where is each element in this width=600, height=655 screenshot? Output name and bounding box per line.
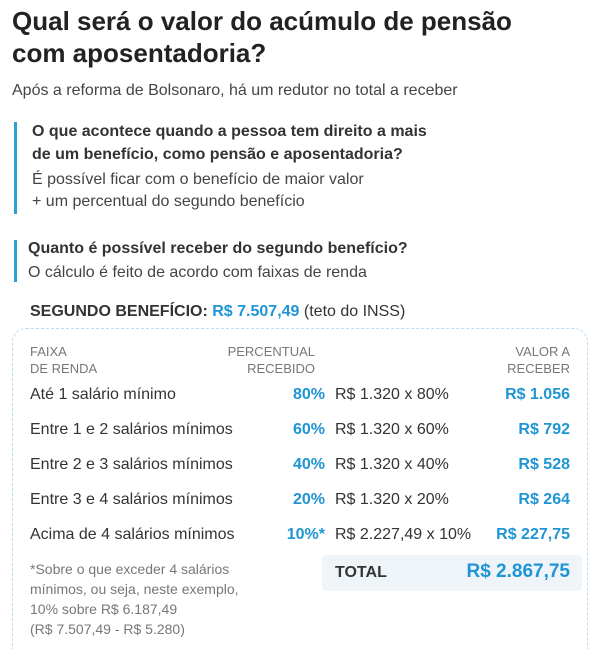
total-label: TOTAL <box>335 564 387 581</box>
footnote-line: (R$ 7.507,49 - R$ 5.280) <box>30 621 185 637</box>
table-frame <box>12 328 588 649</box>
header-line: DE RENDA <box>30 361 98 376</box>
subtitle: Após a reforma de Bolsonaro, há um redut… <box>12 82 458 99</box>
header-line: RECEBER <box>507 361 570 376</box>
section-text: É possível ficar com o benefício de maio… <box>32 171 364 188</box>
row-value: R$ 227,75 <box>496 526 570 543</box>
section-heading: de um benefício, como pensão e aposentad… <box>32 146 403 163</box>
label: SEGUNDO BENEFÍCIO: <box>30 303 208 320</box>
header-line: RECEBIDO <box>247 361 315 376</box>
col-header: PERCENTUAL RECEBIDO <box>228 343 315 377</box>
col-header: VALOR A RECEBER <box>507 343 570 377</box>
col-header: FAIXA DE RENDA <box>30 343 97 377</box>
row-percent: 60% <box>292 421 325 438</box>
row-calc: R$ 1.320 x 40% <box>335 456 449 473</box>
footnote-line: *Sobre o que exceder 4 salários <box>30 561 230 577</box>
row-calc: R$ 2.227,49 x 10% <box>335 526 472 543</box>
section-heading: Quanto é possível receber do segundo ben… <box>28 240 408 257</box>
title-line: com aposentadoria? <box>12 38 267 68</box>
row-label: Entre 1 e 2 salários mínimos <box>30 421 233 438</box>
section-heading: O que acontece quando a pessoa tem direi… <box>32 123 427 140</box>
row-percent: 40% <box>292 456 325 473</box>
row-calc: R$ 1.320 x 20% <box>335 491 449 508</box>
total-value: R$ 2.867,75 <box>466 561 570 582</box>
row-calc: R$ 1.320 x 80% <box>335 386 449 403</box>
row-percent: 80% <box>292 386 325 403</box>
row-percent: 20% <box>292 491 325 508</box>
row-label: Entre 3 e 4 salários mínimos <box>30 491 233 508</box>
value: R$ 7.507,49 <box>212 303 300 320</box>
title-line: Qual será o valor do acúmulo de pensão <box>12 6 512 36</box>
row-value: R$ 792 <box>518 421 570 438</box>
note: (teto do INSS) <box>303 303 406 320</box>
header-line: FAIXA <box>30 344 67 359</box>
row-value: R$ 264 <box>518 491 570 508</box>
footnote: *Sobre o que exceder 4 salários mínimos, … <box>30 559 239 639</box>
row-value: R$ 528 <box>518 456 570 473</box>
header-line: PERCENTUAL <box>227 344 315 359</box>
row-label: Até 1 salário mínimo <box>30 386 176 403</box>
footnote-line: mínimos, ou seja, neste exemplo, <box>30 581 239 597</box>
accent-bar <box>14 240 17 282</box>
section-text: + um percentual do segundo benefício <box>32 193 305 210</box>
row-label: Entre 2 e 3 salários mínimos <box>30 456 233 473</box>
header-line: VALOR A <box>515 344 570 359</box>
footnote-line: 10% sobre R$ 6.187,49 <box>30 601 178 617</box>
row-label: Acima de 4 salários mínimos <box>30 526 235 543</box>
row-calc: R$ 1.320 x 60% <box>335 421 449 438</box>
accent-bar <box>14 122 17 214</box>
second-benefit: SEGUNDO BENEFÍCIO: R$ 7.507,49 (teto do … <box>30 303 405 321</box>
total-box <box>322 555 582 591</box>
section-text: O cálculo é feito de acordo com faixas d… <box>28 264 367 281</box>
row-value: R$ 1.056 <box>505 386 570 403</box>
row-percent: 10%* <box>286 526 325 543</box>
